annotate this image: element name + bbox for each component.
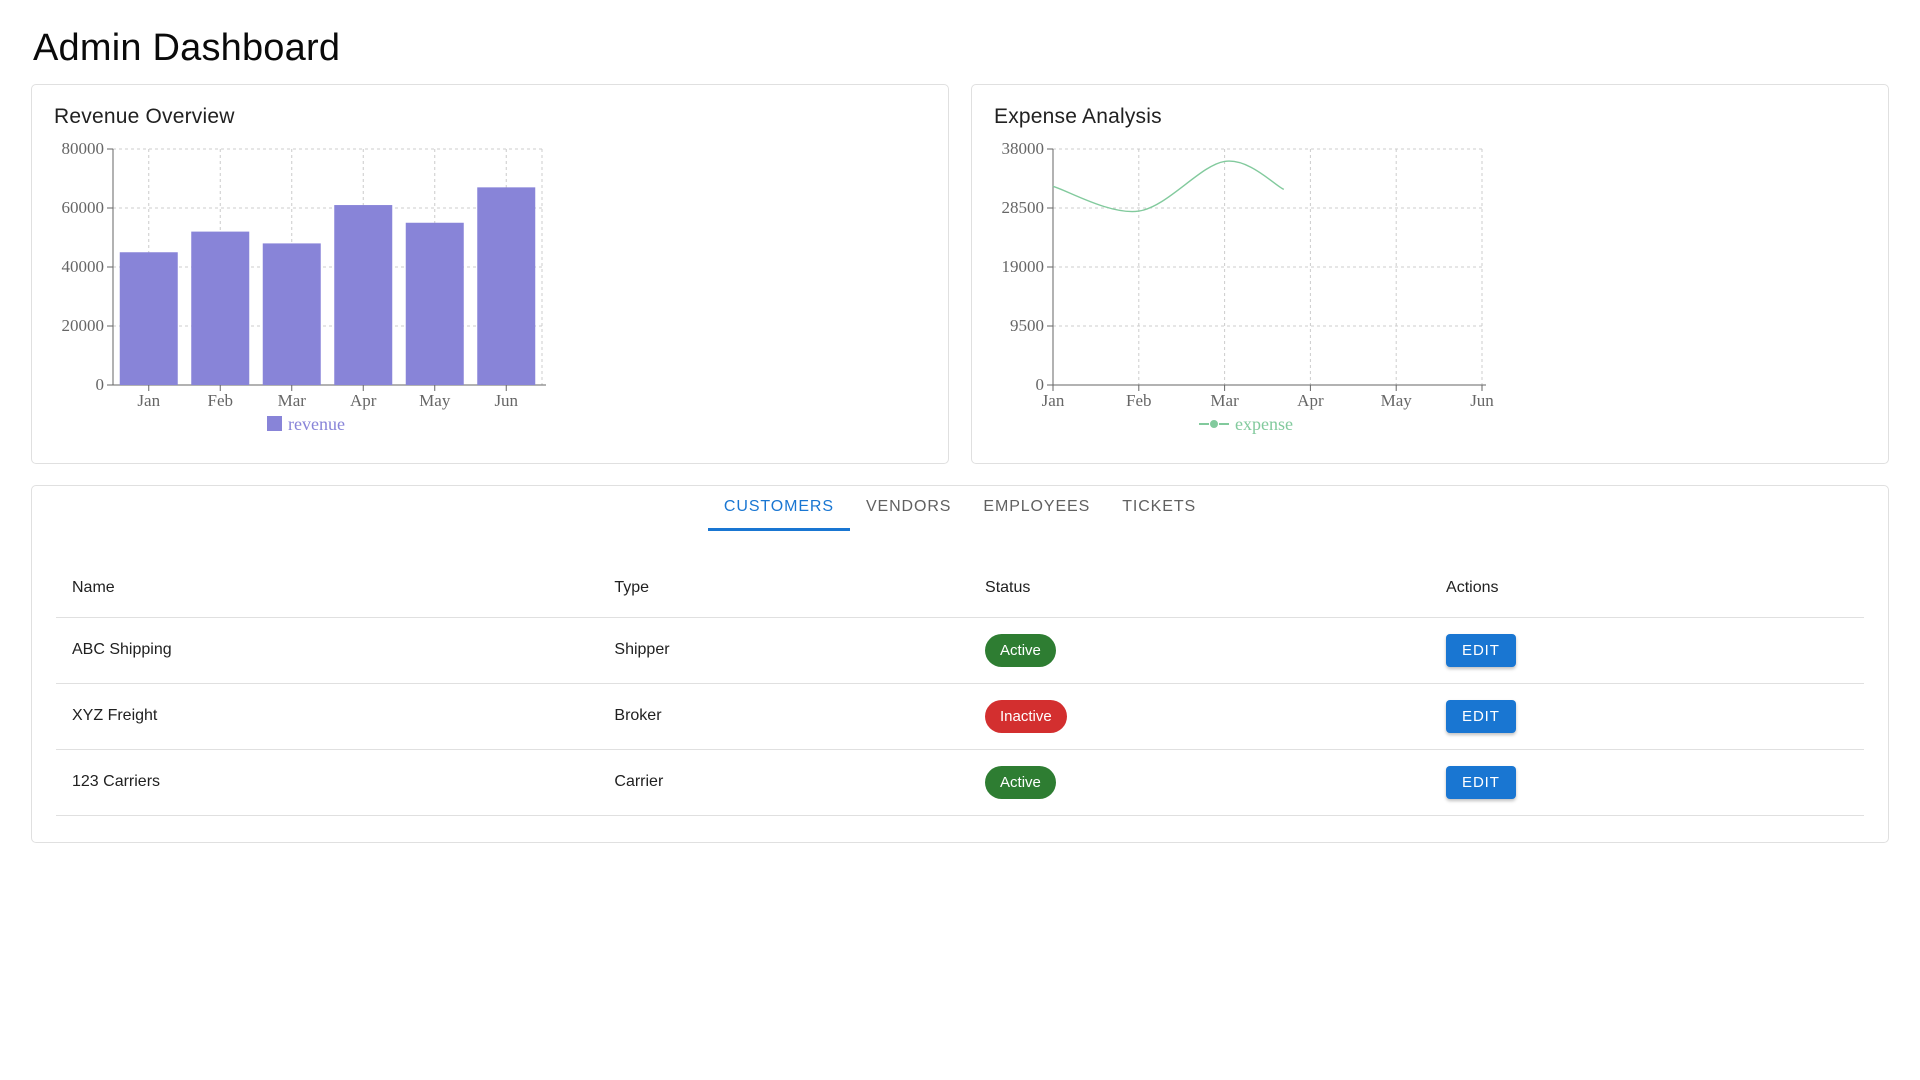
revenue-legend-label: revenue (288, 413, 345, 434)
revenue-chart-title: Revenue Overview (54, 104, 235, 128)
dashboard-page: Admin Dashboard Revenue Overview 0 20000 4… (31, 27, 1889, 843)
bar-jan (119, 251, 178, 385)
tab-customers[interactable]: CUSTOMERS (707, 486, 850, 531)
svg-text:Feb: Feb (208, 391, 234, 410)
svg-text:Jun: Jun (494, 391, 518, 410)
bar-mar (262, 243, 321, 385)
column-header-type: Type (598, 536, 970, 618)
cell-actions: EDIT (1430, 617, 1864, 684)
cell-actions: EDIT (1430, 749, 1864, 816)
svg-text:Jun: Jun (1470, 391, 1494, 410)
bar-apr (334, 204, 393, 385)
column-header-actions: Actions (1430, 536, 1864, 618)
svg-text:Feb: Feb (1126, 391, 1152, 410)
bar-jun (477, 187, 536, 385)
svg-text:May: May (419, 391, 451, 410)
cell-type: Carrier (598, 749, 970, 816)
expense-line-chart: 0 9500 19000 28500 38000 Jan Feb Mar Apr May Jun (1002, 139, 1495, 410)
edit-button[interactable]: EDIT (1446, 765, 1516, 799)
cell-actions: EDIT (1430, 683, 1864, 750)
tab-bar: CUSTOMERS VENDORS EMPLOYEES TICKETS (32, 486, 1888, 531)
expense-chart-box: 0 9500 19000 28500 38000 Jan Feb Mar Apr May Jun e… (996, 139, 1496, 433)
bar-may (405, 222, 464, 385)
svg-text:19000: 19000 (1002, 257, 1045, 276)
entities-table: Name Type Status Actions ABC Shipping Shippe… (56, 536, 1864, 816)
status-badge: Active (985, 765, 1056, 799)
table-row: XYZ Freight Broker Inactive EDIT (56, 683, 1864, 750)
revenue-card: Revenue Overview 0 20000 40000 60000 80000 Ja… (31, 83, 949, 464)
revenue-bar-chart: 0 20000 40000 60000 80000 Jan Feb Mar Apr May Jun (62, 139, 546, 410)
expense-legend: expense (996, 415, 1496, 433)
expense-card: Expense Analysis 0 9500 19000 28500 38000 Jan… (971, 83, 1889, 464)
svg-text:0: 0 (1036, 375, 1045, 394)
edit-button[interactable]: EDIT (1446, 699, 1516, 733)
entities-card: CUSTOMERS VENDORS EMPLOYEES TICKETS Name Typ… (31, 484, 1889, 843)
status-badge: Inactive (985, 699, 1067, 733)
cell-status: Active (969, 617, 1431, 684)
cell-status: Inactive (969, 683, 1431, 750)
status-badge: Active (985, 633, 1056, 667)
svg-text:Mar: Mar (278, 391, 307, 410)
svg-text:0: 0 (96, 375, 105, 394)
expense-legend-line-icon (1199, 419, 1229, 428)
expense-chart-title: Expense Analysis (994, 104, 1162, 128)
svg-text:9500: 9500 (1010, 316, 1044, 335)
expense-legend-label: expense (1235, 413, 1293, 434)
cell-name: ABC Shipping (56, 617, 599, 684)
svg-text:80000: 80000 (62, 139, 105, 158)
table-header-row: Name Type Status Actions (56, 536, 1864, 618)
svg-text:Mar: Mar (1210, 391, 1239, 410)
entities-table-wrap: Name Type Status Actions ABC Shipping Shippe… (56, 536, 1864, 816)
cell-name: XYZ Freight (56, 683, 599, 750)
cell-status: Active (969, 749, 1431, 816)
tab-vendors[interactable]: VENDORS (865, 497, 952, 515)
svg-text:Jan: Jan (1042, 391, 1065, 410)
expense-line (1052, 160, 1285, 212)
column-header-status: Status (969, 536, 1431, 618)
svg-text:40000: 40000 (62, 257, 105, 276)
svg-text:60000: 60000 (62, 198, 105, 217)
svg-text:May: May (1381, 391, 1413, 410)
column-header-name: Name (56, 536, 599, 618)
revenue-chart-box: 0 20000 40000 60000 80000 Jan Feb Mar Apr May Jun … (56, 139, 556, 433)
svg-text:38000: 38000 (1002, 139, 1045, 158)
revenue-legend-square-icon (267, 416, 283, 432)
svg-text:Jan: Jan (137, 391, 160, 410)
table-row: ABC Shipping Shipper Active EDIT (56, 617, 1864, 684)
svg-text:Apr: Apr (1297, 391, 1324, 410)
svg-text:20000: 20000 (62, 316, 105, 335)
tab-employees[interactable]: EMPLOYEES (983, 497, 1091, 515)
cell-type: Broker (598, 683, 970, 750)
tab-tickets[interactable]: TICKETS (1122, 497, 1197, 515)
edit-button[interactable]: EDIT (1446, 633, 1516, 667)
page-title: Admin Dashboard (33, 27, 341, 69)
charts-row: Revenue Overview 0 20000 40000 60000 80000 Ja… (31, 83, 1889, 464)
cell-name: 123 Carriers (56, 749, 599, 816)
revenue-legend: revenue (56, 415, 556, 433)
bar-feb (191, 231, 250, 385)
svg-text:Apr: Apr (350, 391, 377, 410)
table-row: 123 Carriers Carrier Active EDIT (56, 749, 1864, 816)
cell-type: Shipper (598, 617, 970, 684)
svg-text:28500: 28500 (1002, 198, 1045, 217)
